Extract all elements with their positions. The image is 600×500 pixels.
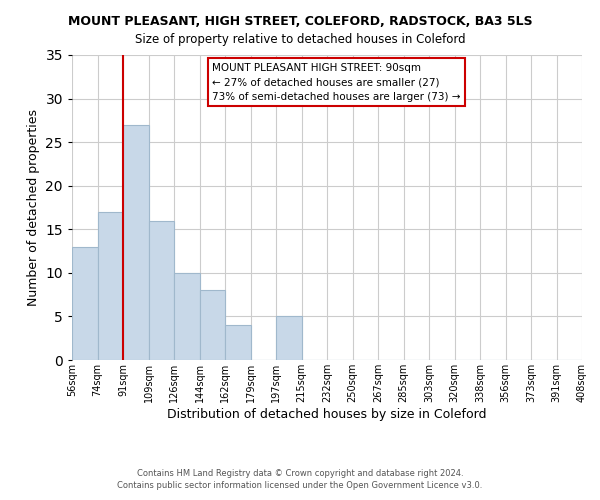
Bar [149, 220, 174, 360]
Bar [276, 316, 302, 360]
Bar [97, 212, 123, 360]
X-axis label: Distribution of detached houses by size in Coleford: Distribution of detached houses by size … [167, 408, 487, 420]
Y-axis label: Number of detached properties: Number of detached properties [27, 109, 40, 306]
Text: Contains HM Land Registry data © Crown copyright and database right 2024.
Contai: Contains HM Land Registry data © Crown c… [118, 468, 482, 490]
Bar [174, 273, 199, 360]
Bar [225, 325, 251, 360]
Text: Size of property relative to detached houses in Coleford: Size of property relative to detached ho… [134, 32, 466, 46]
Text: MOUNT PLEASANT HIGH STREET: 90sqm
← 27% of detached houses are smaller (27)
73% : MOUNT PLEASANT HIGH STREET: 90sqm ← 27% … [212, 62, 461, 102]
Bar [199, 290, 225, 360]
Bar [123, 124, 149, 360]
Bar [72, 246, 97, 360]
Text: MOUNT PLEASANT, HIGH STREET, COLEFORD, RADSTOCK, BA3 5LS: MOUNT PLEASANT, HIGH STREET, COLEFORD, R… [68, 15, 532, 28]
